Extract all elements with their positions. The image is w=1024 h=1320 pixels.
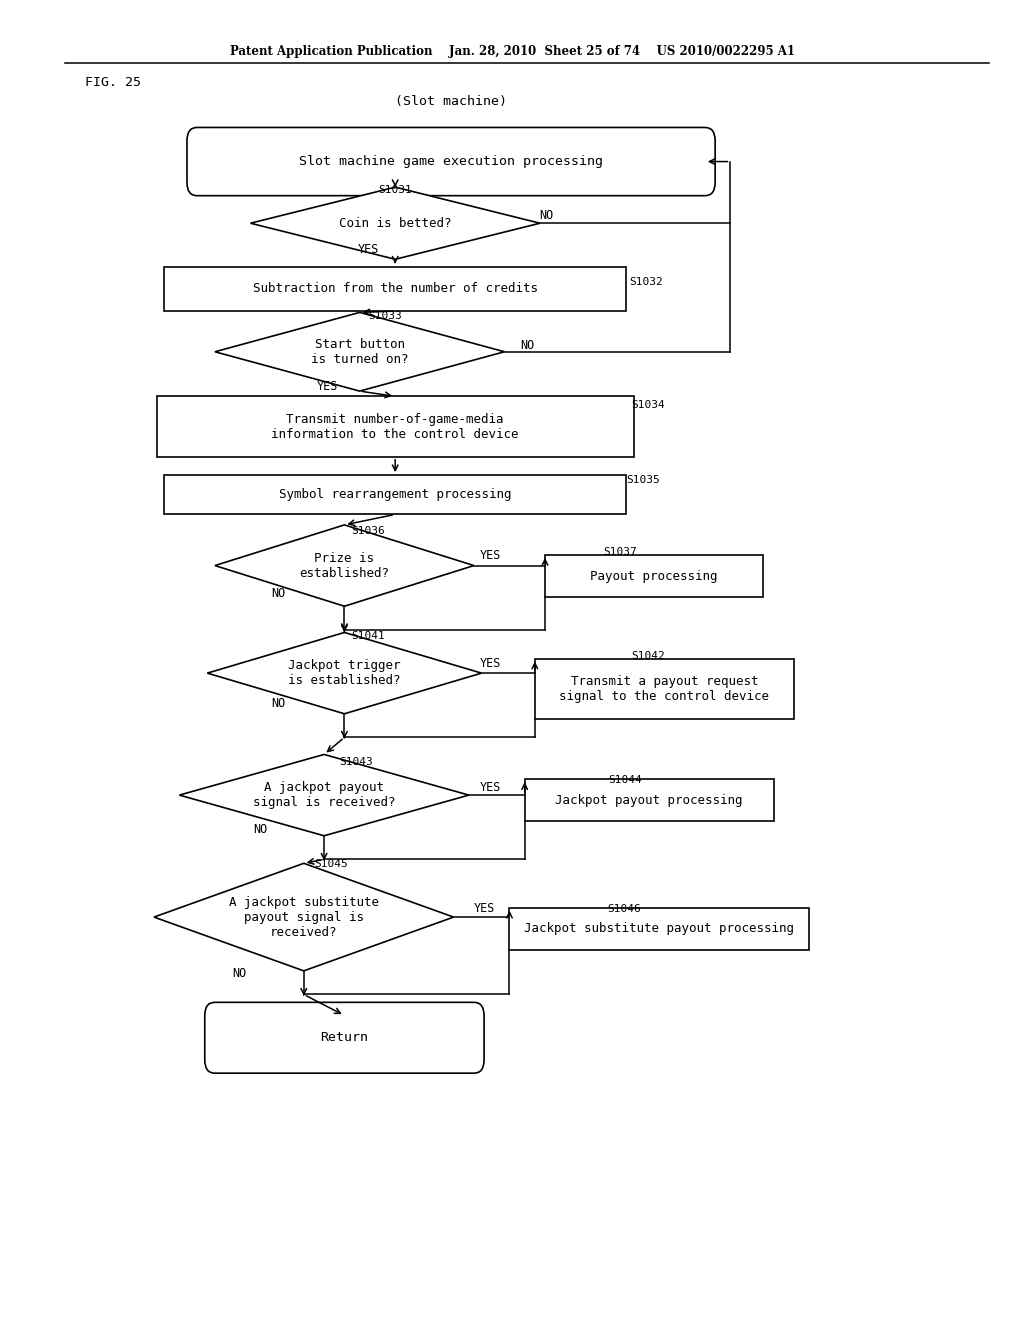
Text: YES: YES — [473, 902, 495, 915]
Text: S1044: S1044 — [608, 775, 642, 785]
Text: Prize is
established?: Prize is established? — [299, 552, 389, 579]
Text: YES: YES — [357, 243, 379, 256]
Text: (Slot machine): (Slot machine) — [395, 95, 507, 108]
FancyBboxPatch shape — [187, 128, 715, 195]
Text: YES: YES — [317, 380, 338, 393]
Text: YES: YES — [479, 656, 501, 669]
Text: NO: NO — [540, 210, 554, 222]
Polygon shape — [215, 525, 474, 606]
Text: S1031: S1031 — [378, 185, 412, 195]
Polygon shape — [207, 632, 481, 714]
Text: A jackpot payout
signal is received?: A jackpot payout signal is received? — [253, 781, 395, 809]
Text: A jackpot substitute
payout signal is
received?: A jackpot substitute payout signal is re… — [228, 895, 379, 939]
Text: Transmit number-of-game-media
information to the control device: Transmit number-of-game-media informatio… — [271, 413, 519, 441]
Text: Payout processing: Payout processing — [591, 569, 718, 582]
Text: Slot machine game execution processing: Slot machine game execution processing — [299, 154, 603, 168]
Text: YES: YES — [479, 549, 501, 562]
Text: Transmit a payout request
signal to the control device: Transmit a payout request signal to the … — [559, 675, 769, 702]
Polygon shape — [215, 313, 505, 391]
Text: S1046: S1046 — [607, 904, 641, 913]
Text: NO: NO — [271, 587, 286, 601]
Bar — [524, 779, 773, 821]
Text: NO: NO — [253, 824, 267, 836]
FancyBboxPatch shape — [205, 1002, 484, 1073]
Text: Jackpot trigger
is established?: Jackpot trigger is established? — [288, 659, 400, 688]
Text: YES: YES — [479, 781, 501, 795]
Bar — [535, 659, 794, 719]
Text: Start button
is turned on?: Start button is turned on? — [311, 338, 409, 366]
Text: S1042: S1042 — [631, 651, 665, 661]
Text: S1036: S1036 — [351, 527, 385, 536]
Polygon shape — [179, 755, 469, 836]
Text: Return: Return — [321, 1031, 369, 1044]
Text: S1032: S1032 — [629, 277, 663, 286]
Text: Jackpot substitute payout processing: Jackpot substitute payout processing — [524, 923, 795, 936]
Text: S1037: S1037 — [603, 546, 637, 557]
Text: FIG. 25: FIG. 25 — [85, 77, 141, 90]
Bar — [164, 267, 627, 312]
Text: S1034: S1034 — [631, 400, 665, 411]
Bar — [510, 908, 809, 950]
Text: NO: NO — [232, 968, 247, 981]
Text: S1035: S1035 — [626, 475, 659, 484]
Text: Patent Application Publication    Jan. 28, 2010  Sheet 25 of 74    US 2010/00222: Patent Application Publication Jan. 28, … — [229, 45, 795, 58]
Text: Subtraction from the number of credits: Subtraction from the number of credits — [253, 282, 538, 296]
Polygon shape — [251, 187, 540, 259]
Text: S1033: S1033 — [368, 312, 401, 321]
Text: S1041: S1041 — [351, 631, 385, 642]
Text: S1045: S1045 — [314, 859, 348, 870]
Polygon shape — [154, 863, 454, 972]
Text: NO: NO — [520, 339, 535, 352]
Text: NO: NO — [271, 697, 286, 710]
Bar — [164, 475, 627, 515]
Text: Symbol rearrangement processing: Symbol rearrangement processing — [279, 488, 511, 502]
Text: Coin is betted?: Coin is betted? — [339, 216, 452, 230]
Bar — [545, 556, 763, 597]
Bar — [157, 396, 634, 457]
Text: S1043: S1043 — [339, 756, 373, 767]
Text: Jackpot payout processing: Jackpot payout processing — [555, 793, 742, 807]
